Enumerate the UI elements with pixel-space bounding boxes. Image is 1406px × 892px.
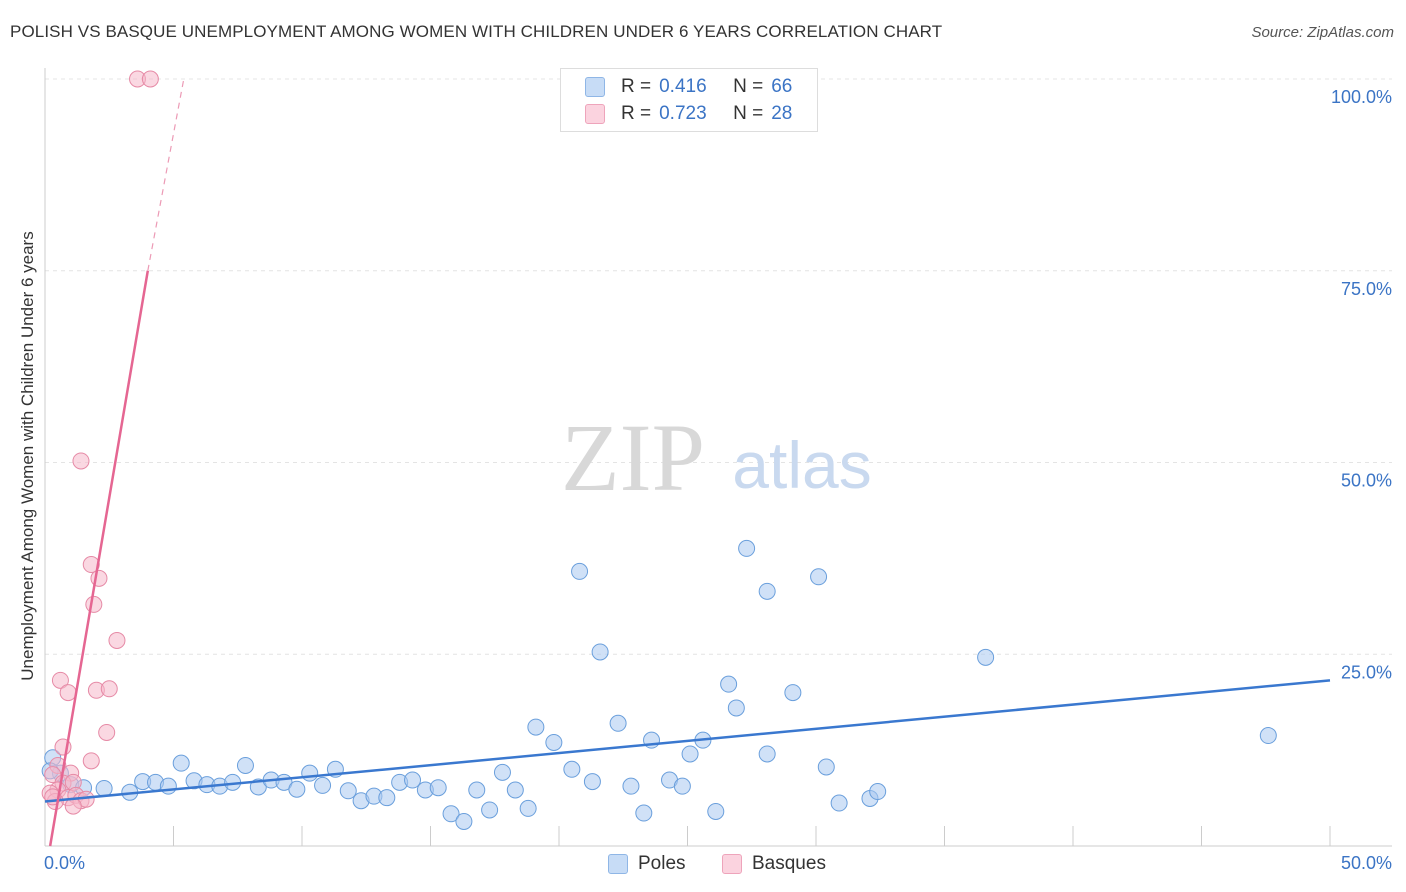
poles-point [738,539,756,557]
poles-point [681,745,699,763]
poles-point [527,718,545,736]
poles-point [673,777,691,795]
basques-point [59,684,77,702]
poles-point [429,779,447,797]
basques-point [141,70,159,88]
poles-point [95,779,113,797]
poles-point [481,801,499,819]
poles-point [563,760,581,778]
basques-point [100,680,118,698]
watermark-zip: ZIP [561,404,705,511]
poles-point [830,794,848,812]
y-tick-label: 75.0% [1341,279,1392,299]
poles-point [591,643,609,661]
poles-point [519,799,537,817]
poles-point [545,733,563,751]
basques-point [72,452,90,470]
poles-point [172,754,190,772]
poles-point [810,568,828,586]
r-value: 0.723 [659,103,707,124]
poles-point [301,764,319,782]
poles-point [455,812,473,830]
basques-point [108,631,126,649]
legend-item-poles[interactable]: Poles [608,851,686,877]
poles-point [1259,727,1277,745]
y-tick-label: 50.0% [1341,471,1392,491]
poles-point [609,714,627,732]
poles-point [159,777,177,795]
poles-point [869,783,887,801]
r-label: R = [621,76,652,97]
poles-swatch [585,77,605,97]
poles-point [817,758,835,776]
legend-item-basques[interactable]: Basques [722,851,826,877]
y-tick-label: 25.0% [1341,662,1392,682]
source-credit: Source: ZipAtlas.com [1251,24,1394,41]
poles-point [236,756,254,774]
legend-row-basques: R = 0.723 N = 28 [585,102,793,126]
x-tick-label: 0.0% [44,853,85,873]
poles-point [378,789,396,807]
r-label: R = [621,103,652,124]
basques-legend-swatch [722,854,742,874]
legend-row-poles: R = 0.416 N = 66 [585,75,793,99]
poles-point [758,745,776,763]
poles-point [707,802,725,820]
poles-point [314,776,332,794]
basques-point [82,556,100,574]
poles-point [404,771,422,789]
basques-trend-line [48,270,150,847]
poles-point [288,780,306,798]
r-value: 0.416 [659,76,707,97]
poles-point [977,648,995,666]
poles-point [442,805,460,823]
n-label: N = [733,103,764,124]
poles-point [727,699,745,717]
chart-title: POLISH VS BASQUE UNEMPLOYMENT AMONG WOME… [10,22,943,41]
poles-point [784,684,802,702]
poles-trend-line [44,679,1331,803]
poles-point [758,582,776,600]
poles-point [571,562,589,580]
n-label: N = [733,76,764,97]
basques-point [82,752,100,770]
poles-legend-swatch [608,854,628,874]
basques-point [51,671,69,689]
poles-point [583,773,601,791]
n-value: 28 [771,103,793,124]
basques-swatch [585,104,605,124]
correlation-legend: R = 0.416 N = 66 R = 0.723 N = 28 [560,68,818,132]
poles-point [635,804,653,822]
basques-point [98,723,116,741]
poles-point [720,675,738,693]
watermark-atlas: atlas [732,428,871,502]
y-tick-label: 100.0% [1331,87,1392,107]
poles-point [493,763,511,781]
basques-trend-extension [147,78,185,271]
poles-point [468,781,486,799]
poles-point [339,782,357,800]
poles-point [506,781,524,799]
n-value: 66 [771,76,793,97]
basques-point [85,595,103,613]
x-tick-label: 50.0% [1341,853,1392,873]
basques-legend-label: Basques [752,853,826,874]
poles-legend-label: Poles [638,853,686,874]
poles-point [622,777,640,795]
